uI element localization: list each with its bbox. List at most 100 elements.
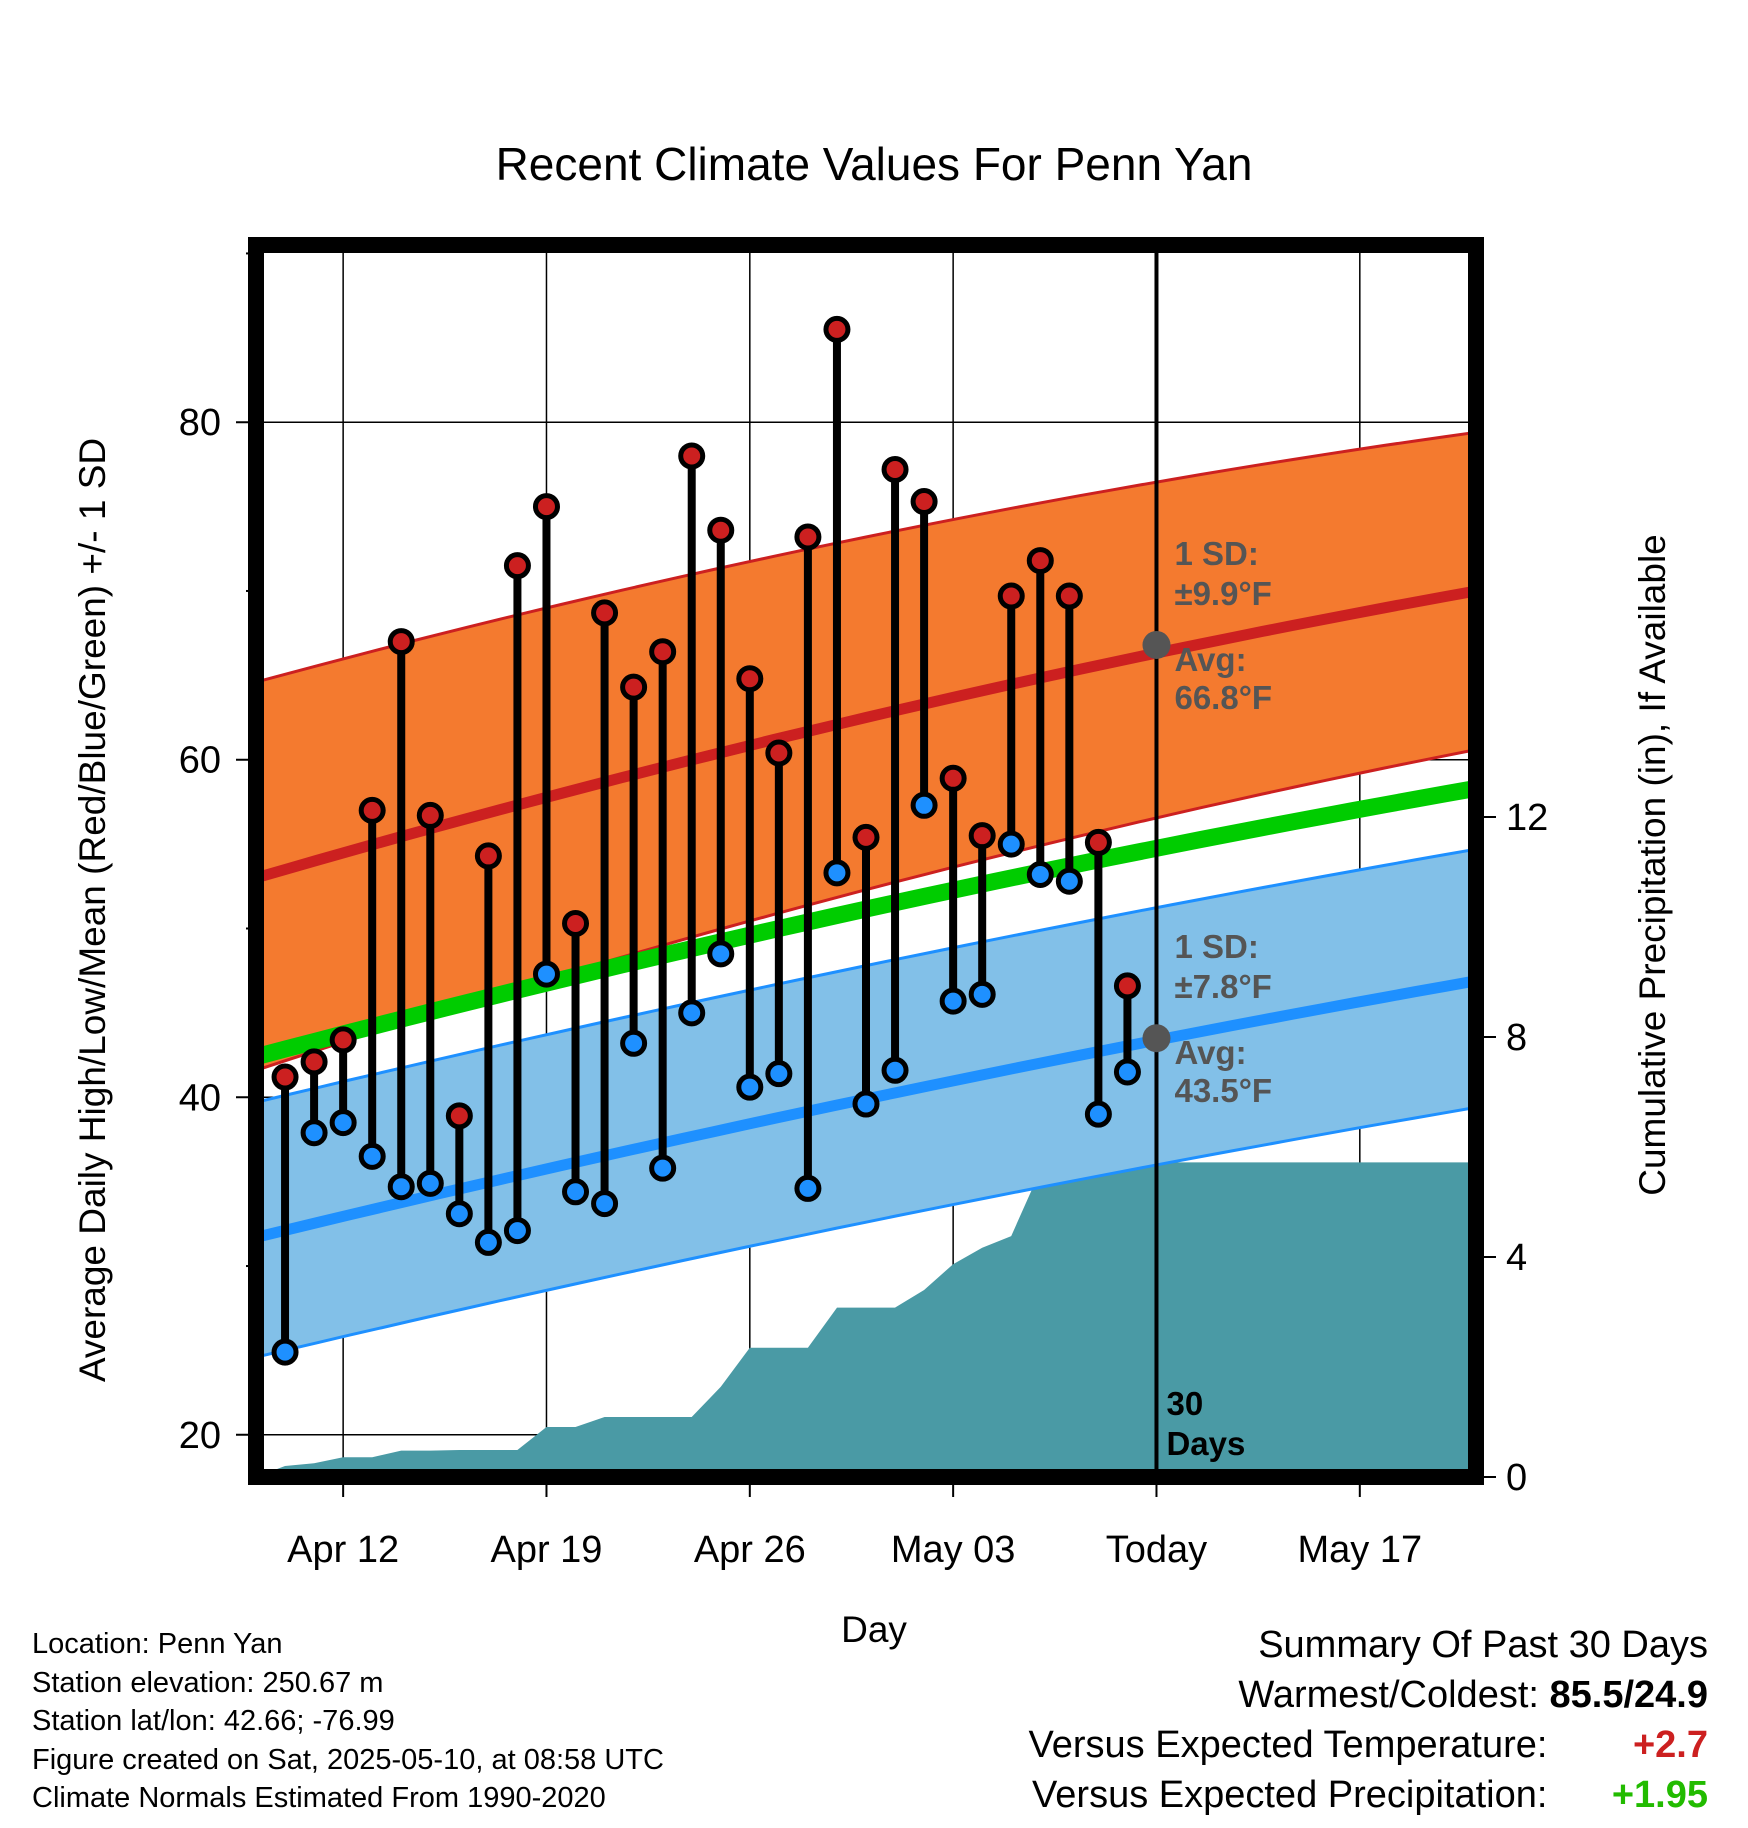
daily-low-point (823, 859, 851, 887)
daily-low-point (358, 1142, 386, 1170)
high-sd-upper-line (255, 430, 1477, 684)
y-tick-label: 80 (179, 402, 221, 444)
daily-low-point (707, 940, 735, 968)
high-avg-value: 66.8°F (1174, 679, 1272, 716)
daily-high-point (678, 442, 706, 470)
y-tick-label: 60 (179, 740, 221, 782)
y2-tick-label: 4 (1506, 1237, 1527, 1279)
y2-tick-label: 8 (1506, 1017, 1527, 1059)
daily-high-point (532, 493, 560, 521)
daily-high-point (591, 599, 619, 627)
daily-low-point (562, 1178, 590, 1206)
daily-high-point (736, 665, 764, 693)
precip-departure-value: +1.95 (1611, 1774, 1708, 1816)
low-sd-label: 1 SD: (1174, 928, 1258, 965)
daily-high-point (852, 823, 880, 851)
daily-high-point (968, 822, 996, 850)
high-avg-label: Avg: (1174, 641, 1246, 678)
low-avg-value: 43.5°F (1174, 1072, 1272, 1109)
daily-low-point (416, 1169, 444, 1197)
today-high-avg-marker (1142, 630, 1171, 659)
summary-panel: Summary Of Past 30 Days Warmest/Coldest:… (1029, 1620, 1708, 1820)
daily-high-point (1084, 828, 1112, 856)
normals-text: Climate Normals Estimated From 1990-2020 (32, 1782, 606, 1814)
daily-high-point (445, 1102, 473, 1130)
daily-high-point (271, 1063, 299, 1091)
daily-low-point (765, 1060, 793, 1088)
warmest-coldest-row: Warmest/Coldest: 85.5/24.9 (1029, 1670, 1708, 1720)
daily-low-point (620, 1029, 648, 1057)
daily-high-point (910, 488, 938, 516)
low-avg-label: Avg: (1174, 1034, 1246, 1071)
x-tick-label: May 17 (1297, 1529, 1422, 1571)
window-days-label: 30 (1166, 1385, 1203, 1422)
daily-high-point (1026, 547, 1054, 575)
daily-high-point (939, 764, 967, 792)
today-low-avg-marker (1142, 1024, 1171, 1053)
daily-low-point (329, 1109, 357, 1137)
x-tick-label: Apr 19 (490, 1529, 602, 1571)
daily-low-point (649, 1154, 677, 1182)
x-tick-label: Today (1106, 1529, 1207, 1571)
precip-departure-row: Versus Expected Precipitation: +1.95 (1029, 1770, 1708, 1820)
daily-low-point (997, 830, 1025, 858)
station-info: Location: Penn Yan Station elevation: 25… (32, 1625, 664, 1818)
chart-title: Recent Climate Values For Penn Yan (496, 138, 1253, 190)
x-axis-label: Day (841, 1609, 907, 1650)
daily-low-point (1084, 1100, 1112, 1128)
plot-frame (248, 237, 1484, 1485)
daily-high-point (503, 552, 531, 580)
daily-low-point (678, 999, 706, 1027)
daily-high-point (707, 516, 735, 544)
temp-departure-row: Versus Expected Temperature: +2.7 (1029, 1720, 1708, 1770)
daily-high-point (329, 1026, 357, 1054)
daily-high-point (649, 638, 677, 666)
daily-high-point (358, 796, 386, 824)
precip-area (256, 1162, 1476, 1477)
y2-tick-label: 12 (1506, 797, 1548, 839)
x-tick-label: Apr 26 (694, 1529, 806, 1571)
high-sd-value: ±9.9°F (1174, 575, 1271, 612)
x-tick-label: Apr 12 (287, 1529, 399, 1571)
high-sd-band (256, 432, 1476, 1071)
low-sd-lower-line (255, 1105, 1477, 1359)
daily-high-point (620, 673, 648, 701)
summary-heading: Summary Of Past 30 Days (1258, 1624, 1708, 1666)
temp-departure-value: +2.7 (1632, 1724, 1708, 1766)
daily-high-point (562, 909, 590, 937)
location-text: Location: Penn Yan (32, 1628, 283, 1660)
daily-high-point (1113, 972, 1141, 1000)
daily-low-point (271, 1338, 299, 1366)
daily-low-point (474, 1228, 502, 1256)
y-axis-label: Average Daily High/Low/Mean (Red/Blue/Gr… (72, 438, 113, 1382)
daily-low-point (881, 1056, 909, 1084)
elevation-text: Station elevation: 250.67 m (32, 1666, 384, 1699)
created-text: Figure created on Sat, 2025-05-10, at 08… (32, 1743, 664, 1776)
daily-low-point (852, 1090, 880, 1118)
daily-high-point (823, 315, 851, 343)
daily-low-point (445, 1200, 473, 1228)
y2-axis-label: Cumulative Precipitation (in), If Availa… (1632, 534, 1673, 1196)
window-days-label: Days (1166, 1425, 1245, 1462)
daily-high-point (765, 739, 793, 767)
y-tick-label: 40 (179, 1077, 221, 1119)
warmest-coldest-label: Warmest/Coldest: (1238, 1674, 1539, 1716)
low-sd-value: ±7.8°F (1174, 968, 1271, 1005)
daily-high-point (300, 1048, 328, 1076)
precip-departure-label: Versus Expected Precipitation: (1032, 1774, 1548, 1816)
temp-departure-label: Versus Expected Temperature: (1028, 1724, 1548, 1766)
y2-tick-label: 0 (1506, 1457, 1527, 1499)
daily-low-point (503, 1217, 531, 1245)
daily-high-point (387, 628, 415, 656)
daily-low-point (387, 1173, 415, 1201)
y-tick-label: 20 (179, 1415, 221, 1457)
latlon-text: Station lat/lon: 42.66; -76.99 (32, 1705, 395, 1737)
high-sd-label: 1 SD: (1174, 535, 1258, 572)
daily-high-point (881, 455, 909, 483)
daily-low-point (1026, 861, 1054, 889)
daily-low-point (300, 1119, 328, 1147)
daily-low-point (532, 960, 560, 988)
daily-high-point (794, 523, 822, 551)
